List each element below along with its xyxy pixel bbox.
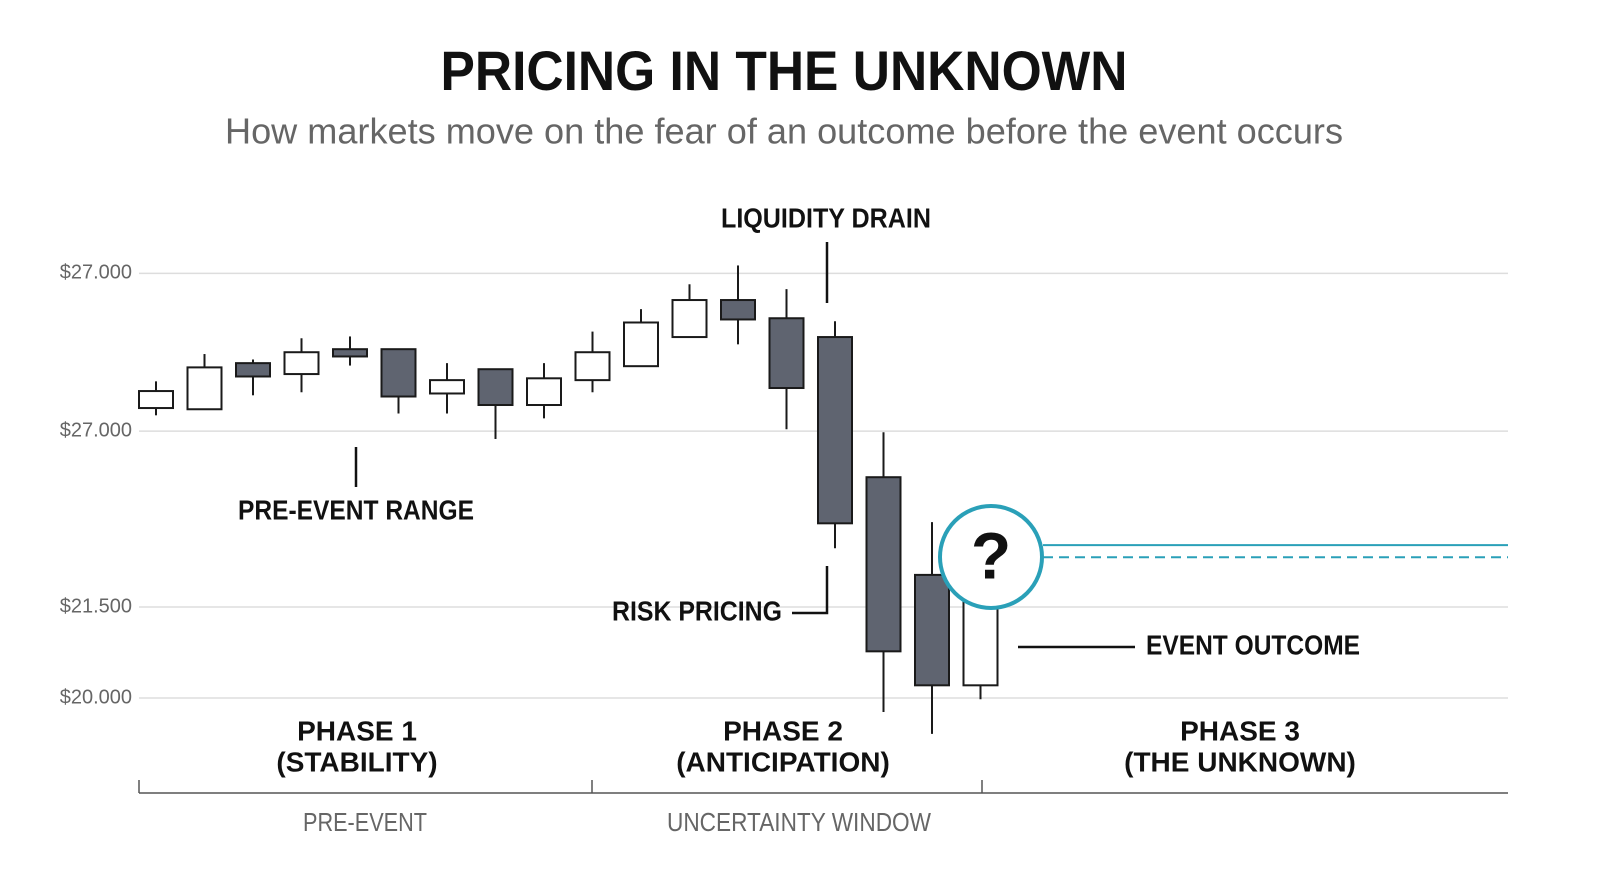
y-tick-label: $21.500 bbox=[60, 595, 132, 617]
candle-body bbox=[380, 348, 417, 398]
pointer bbox=[792, 566, 829, 615]
candle-body bbox=[186, 366, 223, 411]
segment-label: UNCERTAINTY WINDOW bbox=[667, 807, 931, 837]
candle-body bbox=[914, 573, 950, 687]
y-tick-label: $27.000 bbox=[60, 419, 132, 441]
overlay: ? bbox=[938, 504, 1044, 610]
annotation: LIQUIDITY DRAIN bbox=[721, 202, 931, 233]
candle-body bbox=[865, 476, 902, 653]
candle-body bbox=[332, 348, 368, 358]
annotation: EVENT OUTCOME bbox=[1146, 629, 1360, 660]
candle-body bbox=[817, 336, 853, 525]
chart-subtitle: How markets move on the fear of an outco… bbox=[225, 111, 1343, 152]
candle-body bbox=[720, 299, 756, 321]
phase-label: PHASE 3 bbox=[1180, 715, 1300, 746]
candle-body bbox=[283, 351, 320, 376]
candle-body bbox=[574, 351, 611, 382]
segment-label: PRE-EVENT bbox=[303, 807, 427, 837]
candle-body bbox=[138, 390, 174, 410]
question-marker bbox=[938, 504, 1044, 610]
phase-label: (ANTICIPATION) bbox=[676, 746, 890, 777]
candle-body bbox=[477, 368, 514, 407]
candle-body bbox=[235, 362, 271, 378]
phase-label: (STABILITY) bbox=[276, 746, 437, 777]
question-mark: ? bbox=[971, 518, 1011, 592]
phase-label: (THE UNKNOWN) bbox=[1124, 746, 1356, 777]
candle-body bbox=[526, 377, 562, 407]
candle-body bbox=[429, 379, 465, 395]
grid: $27.000 $27.000 $21.500 $20.000 bbox=[60, 262, 1508, 708]
y-tick-label: $20.000 bbox=[60, 686, 132, 708]
candle-body bbox=[768, 317, 805, 390]
annotation: PRE-EVENT RANGE bbox=[238, 494, 474, 525]
phase-label: PHASE 1 bbox=[297, 715, 417, 746]
y-tick-label: $27.000 bbox=[60, 262, 132, 284]
phases: PHASE 1(STABILITY) PHASE 2(ANTICIPATION) P… bbox=[276, 715, 1355, 777]
candle-body bbox=[671, 299, 708, 339]
chart-title: PRICING IN THE UNKNOWN bbox=[441, 39, 1128, 102]
annotation: RISK PRICING bbox=[612, 595, 782, 626]
reference-lines bbox=[1043, 544, 1508, 559]
phase-label: PHASE 2 bbox=[723, 715, 843, 746]
candle-body bbox=[623, 321, 659, 368]
